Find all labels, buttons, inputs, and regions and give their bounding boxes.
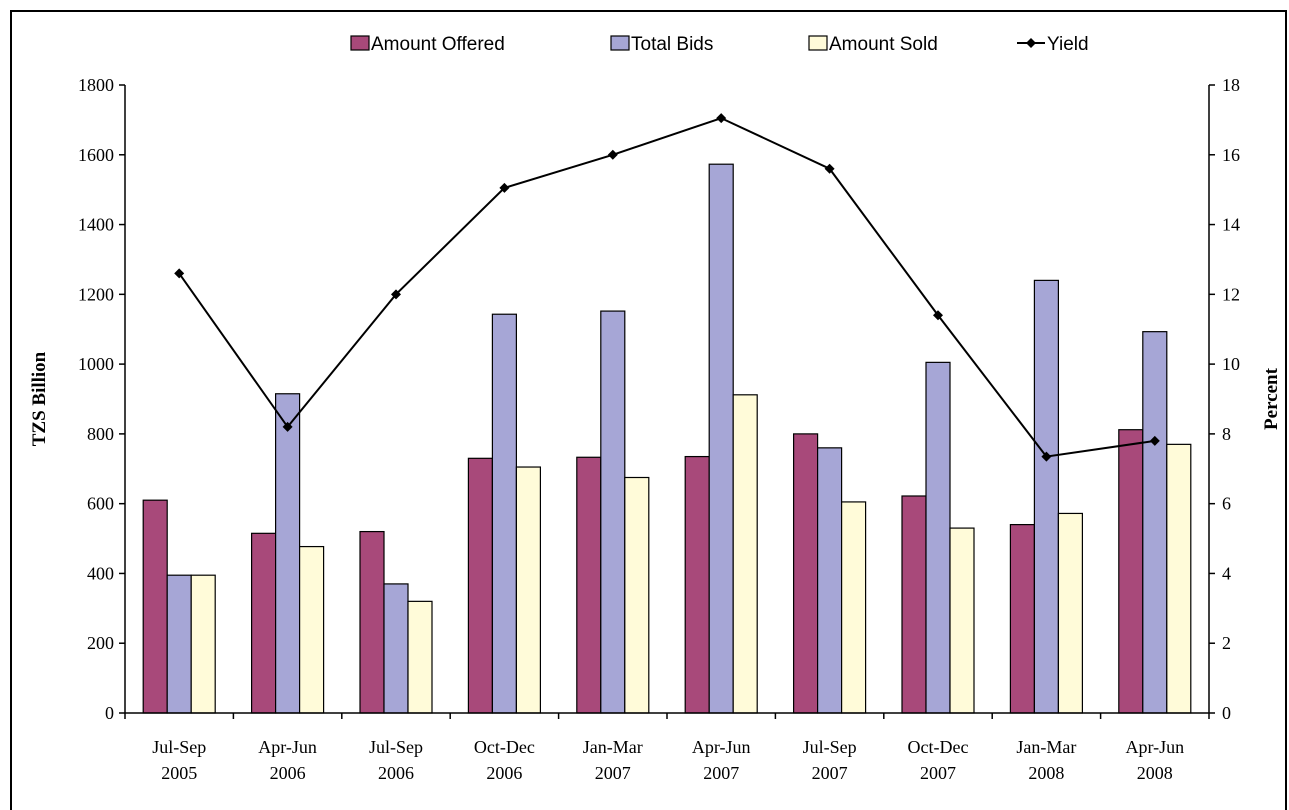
bars [142,163,1192,714]
x-tick-label: Oct-Dec 2007 [908,737,969,783]
bar-amount-sold [190,574,216,714]
y-tick-label: 200 [87,633,114,653]
bar-amount-offered [901,495,927,714]
bar-amount-sold [299,545,325,714]
legend-label-total-bids: Total Bids [631,34,713,55]
bar-amount-offered [1009,523,1036,714]
bar-amount-sold [949,527,975,714]
bar-amount-offered [684,455,710,714]
bar-total-bids [166,574,192,714]
point-yield [1149,435,1160,446]
bar-total-bids [1142,331,1168,714]
point-yield [391,289,401,300]
y2-tick-label: 2 [1222,633,1231,653]
x-tick-label: Jul-Sep 2005 [152,737,206,783]
bar-amount-offered [251,532,277,714]
bar-total-bids [275,393,301,714]
labels: 0 200 400 600 800 1000 1200 1400 1600 1800 0 2 4 6 8 10… [29,75,1282,783]
y2-tick-label: 4 [1222,563,1231,583]
x-tick-label: Apr-Jun 2006 [258,737,317,783]
y2-tick-label: 10 [1222,354,1240,374]
bar-total-bids [816,447,843,714]
y-tick-label: 600 [87,494,114,514]
point-yield [499,182,510,193]
y2-tick-label: 16 [1222,145,1240,165]
x-tick-label: Jan-Mar 2008 [1016,737,1076,783]
yield-line [174,113,1160,462]
x-tick-label: Oct-Dec 2006 [474,737,535,783]
axes [119,84,1215,719]
point-yield [824,163,835,174]
point-yield [282,421,293,432]
bar-amount-sold [732,394,758,714]
point-yield [716,113,727,124]
y2-tick-label: 14 [1222,215,1240,235]
bar-total-bids [708,163,734,714]
legend-label-yield: Yield [1047,34,1089,55]
legend-swatch-total-bids [610,35,630,51]
x-tick-label: Apr-Jun 2008 [1125,737,1184,783]
legend-swatch-amount-offered [350,35,370,51]
y-tick-label: 1200 [78,284,114,304]
y-tick-label: 800 [87,424,114,444]
y-tick-label: 400 [87,563,114,583]
y-axis-title: TZS Billion [29,351,50,446]
x-tick-label: Jul-Sep 2006 [369,737,423,783]
bar-total-bids [1033,279,1060,714]
bar-amount-sold [840,501,867,714]
point-yield [174,268,185,279]
bar-amount-sold [407,600,433,714]
legend-swatch-amount-sold [808,35,828,51]
y2-tick-label: 0 [1222,703,1231,723]
bar-total-bids [925,361,951,714]
point-yield [1041,451,1052,462]
y-tick-label: 1400 [78,215,114,235]
bar-amount-offered [1118,429,1144,714]
point-yield [933,310,943,321]
bar-amount-offered [467,457,493,714]
y-tick-label: 1800 [78,75,114,95]
y-tick-label: 0 [105,703,114,723]
x-tick-label: Jan-Mar 2007 [583,737,643,783]
legend: Amount Offered Total Bids Amount Sold Yield [350,34,1089,55]
x-tick-label: Apr-Jun 2007 [692,737,751,783]
bar-total-bids [383,583,409,714]
y-tick-label: 1600 [78,145,114,165]
bar-total-bids [600,310,626,714]
y2-tick-label: 18 [1222,75,1240,95]
bar-amount-offered [792,433,819,714]
legend-label-amount-sold: Amount Sold [829,34,938,55]
y2-axis-title: Percent [1261,367,1282,430]
y-tick-label: 1000 [78,354,114,374]
bar-amount-offered [576,456,602,714]
y2-tick-label: 12 [1222,284,1240,304]
legend-marker-yield [1026,38,1036,48]
x-tick-label: Jul-Sep 2007 [803,737,857,783]
bar-amount-sold [1057,512,1084,714]
bar-amount-sold [515,466,542,714]
legend-label-amount-offered: Amount Offered [371,34,505,55]
bar-amount-offered [142,499,168,714]
bar-total-bids [491,313,517,714]
y2-tick-label: 8 [1222,424,1231,444]
bar-amount-sold [1166,443,1192,714]
point-yield [607,149,618,160]
series-line-yield [178,117,1155,458]
y2-tick-label: 6 [1222,494,1231,514]
bar-amount-sold [624,476,650,714]
bar-amount-offered [359,530,385,714]
